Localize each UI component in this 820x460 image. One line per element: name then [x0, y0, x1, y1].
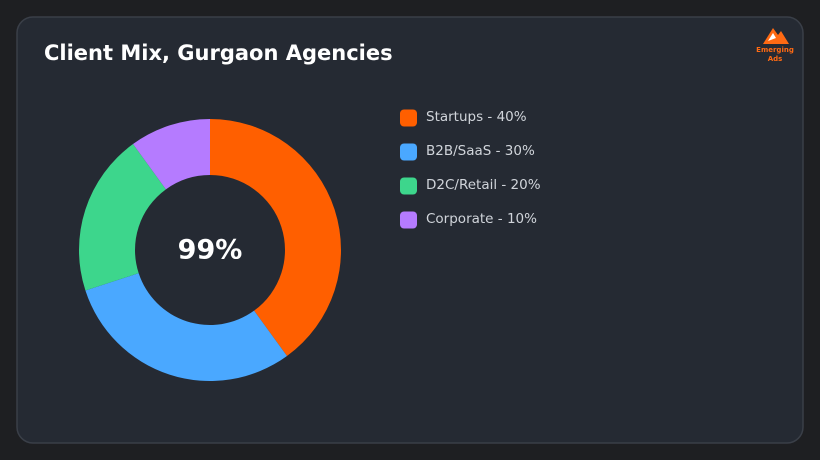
donut-segment [133, 119, 210, 190]
donut-segment [79, 144, 166, 291]
legend-label: Startups - 40% [426, 109, 527, 125]
logo-text: Ads [768, 55, 783, 63]
donut-segment [85, 273, 287, 381]
logo: Emerging Ads [756, 28, 794, 63]
legend-swatch [400, 109, 417, 127]
legend-swatch [400, 143, 417, 161]
legend-swatch [400, 211, 417, 229]
legend-label: Corporate - 10% [426, 211, 537, 227]
donut-segment [210, 119, 341, 356]
chart-title: Client Mix, Gurgaon Agencies [44, 41, 393, 65]
legend-swatch [400, 177, 417, 195]
legend-label: D2C/Retail - 20% [426, 177, 541, 193]
legend-label: B2B/SaaS - 30% [426, 143, 535, 159]
center-label: 99% [178, 235, 243, 266]
logo-text: Emerging [756, 46, 794, 54]
logo-icon-detail [768, 33, 776, 41]
